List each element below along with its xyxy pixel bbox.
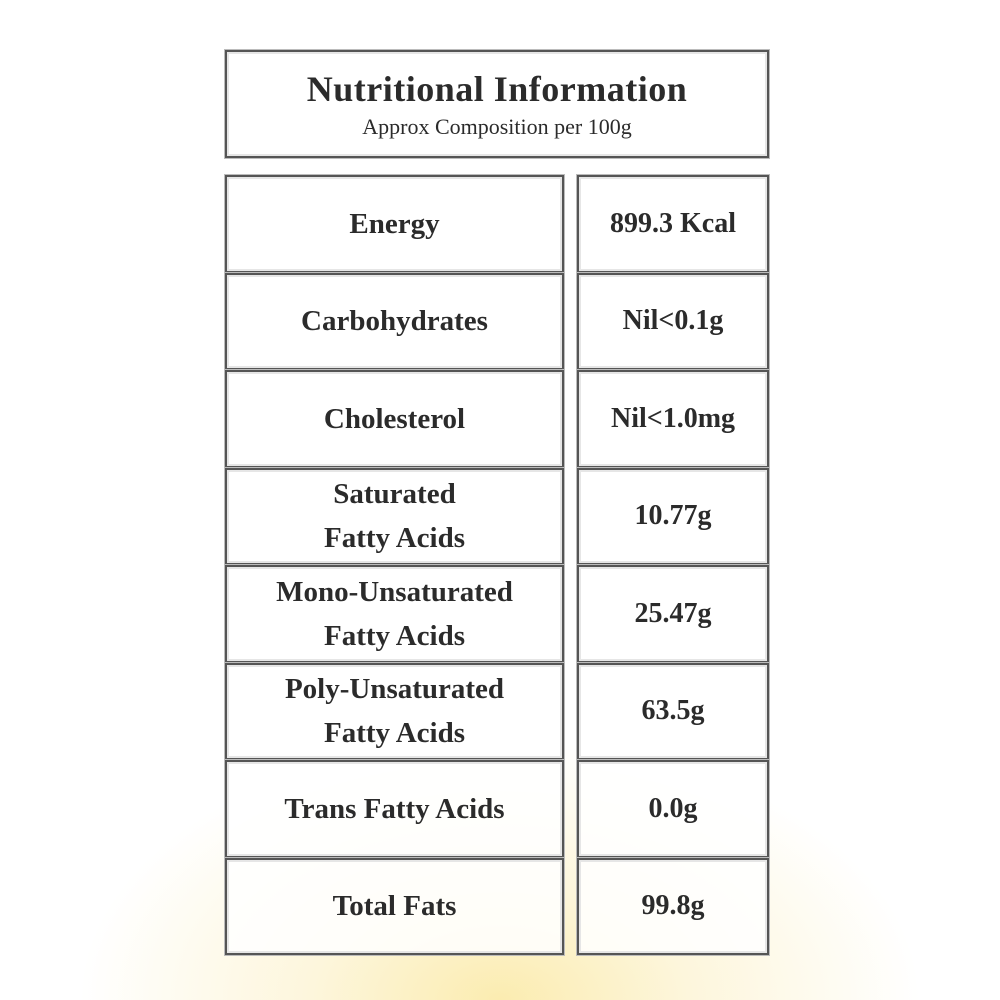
nutrient-name: Carbohydrates	[301, 305, 488, 338]
nutrient-name: Total Fats	[332, 890, 457, 923]
nutrient-name: Trans Fatty Acids	[284, 792, 505, 825]
value-cell: 899.3 Kcal	[577, 175, 769, 273]
nutrient-value: 25.47g	[634, 597, 712, 629]
value-cell: Nil<1.0mg	[577, 370, 769, 468]
subtitle: Approx Composition per 100g	[362, 114, 632, 139]
nutrient-value: 899.3 Kcal	[610, 207, 736, 239]
nutrient-value: Nil<1.0mg	[610, 402, 736, 434]
label-cell: Poly-Unsaturated Fatty Acids	[225, 662, 564, 760]
value-cell: 0.0g	[577, 760, 769, 858]
header-box: Nutritional Information Approx Compositi…	[225, 50, 769, 158]
label-cell: Mono-Unsaturated Fatty Acids	[225, 565, 564, 663]
label-cell: Cholesterol	[225, 370, 564, 468]
nutrient-name: Cholesterol	[323, 402, 466, 435]
title: Nutritional Information	[306, 69, 688, 109]
value-cell: 10.77g	[577, 467, 769, 565]
label-cell: Carbohydrates	[225, 272, 564, 370]
value-cell: Nil<0.1g	[577, 272, 769, 370]
nutrient-value: 63.5g	[641, 695, 705, 727]
nutrient-name: Fatty Acids	[324, 619, 465, 652]
value-cell: 63.5g	[577, 662, 769, 760]
label-cell: Saturated Fatty Acids	[225, 467, 564, 565]
label-cell: Trans Fatty Acids	[225, 760, 564, 858]
nutrient-name: Energy	[349, 207, 440, 240]
nutrient-name: Mono-Unsaturated	[276, 575, 513, 608]
nutrient-value: Nil<0.1g	[622, 305, 724, 337]
nutrient-name: Fatty Acids	[324, 522, 465, 555]
nutrient-value: 10.77g	[634, 500, 712, 532]
label-cell: Energy	[225, 175, 564, 273]
nutrient-name: Poly-Unsaturated	[284, 673, 505, 706]
nutrient-name: Saturated	[333, 478, 456, 511]
value-cell: 25.47g	[577, 565, 769, 663]
nutrient-value: 99.8g	[641, 890, 705, 922]
value-cell: 99.8g	[577, 857, 769, 955]
nutrient-value: 0.0g	[648, 792, 698, 824]
label-cell: Total Fats	[225, 857, 564, 955]
nutrient-name: Fatty Acids	[324, 717, 465, 750]
